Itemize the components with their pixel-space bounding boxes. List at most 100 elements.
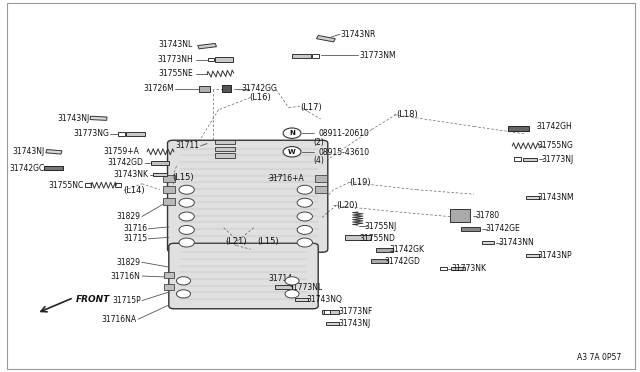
Polygon shape — [523, 158, 537, 161]
Text: 31743NR: 31743NR — [340, 30, 375, 39]
Polygon shape — [315, 175, 326, 182]
Polygon shape — [514, 157, 520, 161]
Polygon shape — [345, 235, 371, 240]
Text: 08915-43610: 08915-43610 — [318, 148, 369, 157]
Text: 31773NK: 31773NK — [452, 264, 486, 273]
Circle shape — [177, 290, 191, 298]
Text: 31743NN: 31743NN — [499, 238, 534, 247]
Text: 31755NG: 31755NG — [538, 141, 573, 150]
Text: 31743NL: 31743NL — [159, 40, 193, 49]
Polygon shape — [208, 58, 214, 61]
Text: (4): (4) — [313, 156, 324, 165]
Polygon shape — [44, 166, 63, 170]
Polygon shape — [316, 35, 335, 42]
Circle shape — [297, 238, 312, 247]
Text: 31742GC: 31742GC — [10, 164, 45, 173]
Polygon shape — [461, 227, 481, 231]
Polygon shape — [46, 150, 62, 154]
Polygon shape — [153, 173, 167, 176]
Text: (L20): (L20) — [337, 201, 358, 210]
Polygon shape — [326, 322, 339, 325]
Circle shape — [297, 212, 312, 221]
Polygon shape — [164, 272, 174, 278]
Text: 31711: 31711 — [175, 141, 200, 150]
Polygon shape — [90, 116, 107, 121]
Text: N: N — [289, 130, 295, 136]
Polygon shape — [322, 310, 339, 314]
Text: 31755NE: 31755NE — [158, 69, 193, 78]
Polygon shape — [163, 186, 175, 193]
Circle shape — [297, 198, 312, 207]
Polygon shape — [295, 298, 308, 301]
Text: (L19): (L19) — [349, 178, 371, 187]
Text: 31714: 31714 — [268, 274, 292, 283]
Text: 31715P: 31715P — [112, 296, 141, 305]
Text: 31829: 31829 — [116, 212, 141, 221]
Text: (2): (2) — [313, 138, 324, 147]
Polygon shape — [200, 86, 210, 92]
Text: 31755NC: 31755NC — [48, 181, 83, 190]
Text: 31716NA: 31716NA — [102, 315, 137, 324]
Circle shape — [179, 225, 195, 234]
Polygon shape — [198, 44, 216, 49]
Polygon shape — [216, 147, 235, 151]
Text: 31780: 31780 — [476, 211, 499, 219]
Text: 31743NP: 31743NP — [538, 251, 572, 260]
Circle shape — [179, 238, 195, 247]
Polygon shape — [215, 58, 233, 61]
Polygon shape — [118, 132, 125, 136]
Text: 31743NK: 31743NK — [113, 170, 148, 179]
Text: 31742GG: 31742GG — [241, 84, 277, 93]
Circle shape — [283, 147, 301, 157]
Polygon shape — [526, 196, 539, 199]
Text: A3 7A 0P57: A3 7A 0P57 — [577, 353, 621, 362]
FancyBboxPatch shape — [169, 243, 318, 309]
Polygon shape — [324, 310, 330, 314]
Circle shape — [285, 290, 299, 298]
Polygon shape — [508, 126, 529, 131]
Polygon shape — [371, 259, 388, 263]
Text: (L17): (L17) — [300, 103, 322, 112]
Text: 31742GH: 31742GH — [536, 122, 572, 131]
Text: 31743NJ: 31743NJ — [58, 114, 90, 123]
Polygon shape — [451, 267, 465, 270]
Polygon shape — [482, 241, 495, 244]
Text: 31755ND: 31755ND — [359, 234, 395, 243]
Text: 31773NM: 31773NM — [359, 51, 396, 60]
Polygon shape — [376, 248, 393, 252]
Text: 31742GE: 31742GE — [486, 224, 520, 233]
Text: 31773NJ: 31773NJ — [541, 155, 573, 164]
Polygon shape — [163, 198, 175, 205]
Text: (L21): (L21) — [225, 237, 246, 246]
Text: 31829: 31829 — [116, 258, 141, 267]
Text: 31773NF: 31773NF — [339, 307, 373, 316]
Text: (L15): (L15) — [173, 173, 195, 182]
Text: 31742GD: 31742GD — [108, 158, 143, 167]
Text: 08911-20610: 08911-20610 — [318, 129, 369, 138]
Text: (L15): (L15) — [257, 237, 278, 246]
Polygon shape — [216, 140, 235, 144]
Text: 31743NM: 31743NM — [538, 193, 575, 202]
Text: 31759+A: 31759+A — [103, 147, 139, 156]
Circle shape — [283, 128, 301, 138]
Polygon shape — [86, 183, 92, 187]
Polygon shape — [164, 284, 174, 290]
Polygon shape — [440, 267, 447, 270]
Text: 31742GK: 31742GK — [390, 246, 425, 254]
Text: 31773NG: 31773NG — [73, 129, 109, 138]
FancyBboxPatch shape — [168, 140, 328, 252]
Text: 31716N: 31716N — [111, 272, 141, 280]
Text: 31773NL: 31773NL — [289, 283, 323, 292]
Text: 31743NJ: 31743NJ — [13, 147, 45, 156]
Circle shape — [285, 277, 299, 285]
Circle shape — [179, 198, 195, 207]
Polygon shape — [450, 209, 470, 222]
Circle shape — [297, 185, 312, 194]
Text: 31743NJ: 31743NJ — [339, 319, 371, 328]
Text: 31773NH: 31773NH — [157, 55, 193, 64]
Polygon shape — [315, 186, 326, 193]
Text: (L16): (L16) — [249, 93, 271, 102]
Text: 31726M: 31726M — [143, 84, 174, 93]
Polygon shape — [216, 153, 235, 158]
Polygon shape — [163, 175, 175, 182]
